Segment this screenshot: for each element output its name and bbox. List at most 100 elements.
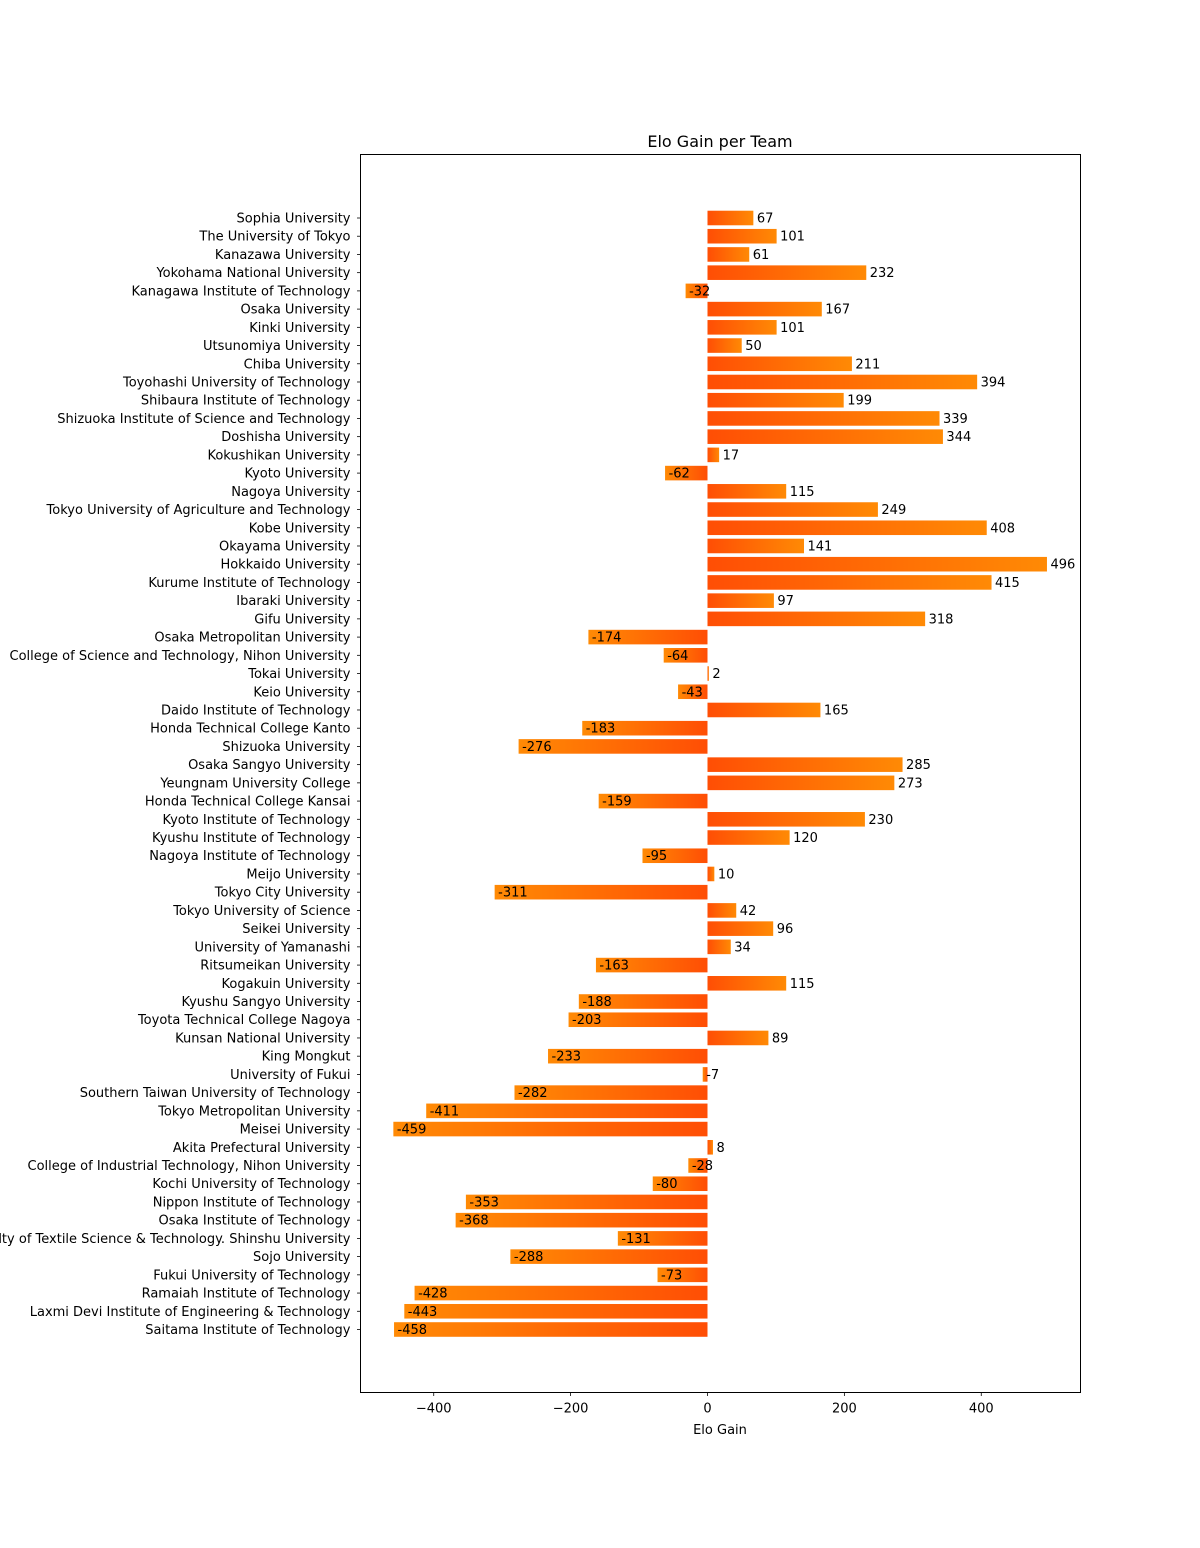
category-label: Akita Prefectural University: [173, 1141, 351, 1156]
bar: [657, 1267, 708, 1283]
category-label: Yokohama National University: [155, 266, 350, 281]
value-label: 34: [734, 940, 751, 955]
category-label: Gifu University: [254, 612, 351, 627]
bar: [707, 374, 978, 390]
bar: [707, 775, 895, 791]
bar: [707, 575, 992, 590]
category-label: Osaka Metropolitan University: [154, 631, 350, 646]
value-label: -458: [398, 1323, 428, 1338]
bar: [707, 429, 943, 444]
bar: [518, 739, 708, 754]
value-label: 273: [898, 776, 923, 791]
x-tick-label: −200: [553, 1402, 589, 1417]
value-label: 89: [772, 1031, 789, 1046]
value-label: 496: [1050, 558, 1075, 573]
category-label: Chiba University: [244, 357, 351, 372]
value-label: 318: [929, 612, 954, 627]
bar: [414, 1285, 708, 1301]
value-label: 211: [855, 357, 880, 372]
category-label: The University of Tokyo: [198, 230, 350, 245]
value-label: 96: [777, 922, 794, 937]
value-label: -159: [602, 795, 632, 810]
bar: [707, 247, 750, 262]
value-label: 141: [807, 539, 832, 554]
category-label: Kokushikan University: [207, 448, 350, 463]
value-label: -43: [682, 685, 703, 700]
bars-layer: [393, 210, 1047, 1337]
category-label: Kyushu Institute of Technology: [152, 831, 351, 846]
category-label: Laxmi Devi Institute of Engineering & Te…: [30, 1305, 351, 1320]
value-label: 344: [946, 430, 971, 445]
plot-frame: [360, 154, 1081, 1393]
value-label: 167: [825, 303, 850, 318]
bar: [665, 465, 708, 481]
bar: [707, 411, 940, 426]
category-label: Kanazawa University: [215, 248, 351, 263]
value-label: 165: [824, 703, 849, 718]
bar: [578, 994, 708, 1009]
value-label: -428: [418, 1287, 448, 1302]
category-label: Honda Technical College Kansai: [145, 795, 351, 810]
category-label: Osaka Sangyo University: [188, 758, 351, 773]
category-label: Faculty of Textile Science & Technology.…: [0, 1232, 351, 1247]
value-label: 415: [995, 576, 1020, 591]
category-label: Kyushu Sangyo University: [182, 995, 351, 1010]
category-label: Tokyo Metropolitan University: [157, 1104, 351, 1119]
category-label: Seikei University: [242, 922, 351, 937]
category-label: Yeungnam University College: [159, 776, 350, 791]
category-label: College of Industrial Technology, Nihon …: [28, 1159, 351, 1174]
value-label: -28: [692, 1159, 713, 1174]
value-label: -95: [646, 849, 667, 864]
value-label: 97: [777, 594, 794, 609]
bar: [617, 1231, 708, 1246]
bar: [548, 1048, 708, 1064]
bar: [707, 210, 754, 226]
value-labels: 67 101 61 232 -32 167 101 50 211 394 199 339 344 17 -6…: [397, 212, 1075, 1339]
bar: [707, 830, 790, 845]
category-label: Kogakuin University: [222, 977, 351, 992]
category-label: Shizuoka University: [222, 740, 350, 755]
bar: [707, 556, 1047, 572]
category-label: Hokkaido University: [220, 558, 350, 573]
category-label: Osaka Institute of Technology: [159, 1214, 351, 1229]
category-label: Shizuoka Institute of Science and Techno…: [57, 412, 351, 427]
category-label: Ramaiah Institute of Technology: [142, 1287, 351, 1302]
value-label: 339: [943, 412, 968, 427]
bar: [707, 265, 867, 280]
bar: [707, 228, 777, 244]
value-label: -188: [582, 995, 612, 1010]
value-label: 115: [790, 485, 815, 500]
bar: [663, 648, 708, 663]
bar: [707, 866, 715, 882]
bar: [598, 793, 708, 809]
category-label: Ritsumeikan University: [200, 959, 351, 974]
value-label: 17: [723, 448, 740, 463]
value-label: -32: [689, 284, 710, 299]
value-label: -183: [586, 722, 616, 737]
category-label: Southern Taiwan University of Technology: [80, 1086, 351, 1101]
bar: [707, 921, 774, 936]
category-label: Okayama University: [219, 539, 351, 554]
bar: [707, 702, 821, 718]
bar: [707, 611, 926, 627]
bar: [707, 538, 804, 554]
category-label: Shibaura Institute of Technology: [141, 394, 351, 409]
value-label: 199: [847, 394, 872, 409]
bar: [510, 1249, 708, 1264]
category-label: Doshisha University: [221, 430, 351, 445]
value-label: 10: [718, 867, 735, 882]
value-label: -276: [522, 740, 552, 755]
category-label: Kyoto University: [245, 467, 351, 482]
bar: [707, 338, 742, 353]
category-label: Kurume Institute of Technology: [148, 576, 350, 591]
value-label: 101: [780, 230, 805, 245]
bar: [707, 666, 709, 681]
bar: [494, 884, 708, 900]
category-label: Tokai University: [247, 667, 351, 682]
value-label: 394: [981, 375, 1006, 390]
bar: [642, 848, 708, 864]
bar: [707, 301, 822, 317]
bar: [707, 903, 737, 918]
category-label: Osaka University: [241, 303, 351, 318]
category-label: Fukui University of Technology: [153, 1268, 351, 1283]
